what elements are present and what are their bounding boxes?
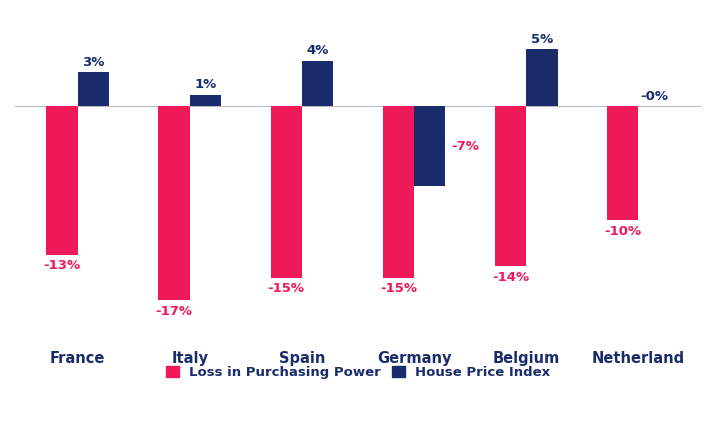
Text: -15%: -15% bbox=[380, 282, 417, 295]
Bar bbox=[414, 106, 445, 186]
Text: 3%: 3% bbox=[82, 56, 105, 68]
Text: 4%: 4% bbox=[306, 44, 329, 57]
Bar bbox=[382, 106, 414, 277]
Bar bbox=[302, 61, 334, 106]
Bar bbox=[158, 106, 190, 300]
Bar bbox=[77, 72, 109, 106]
Text: 5%: 5% bbox=[531, 33, 553, 46]
Text: -7%: -7% bbox=[451, 140, 479, 153]
Text: 1%: 1% bbox=[194, 78, 216, 92]
Text: -13%: -13% bbox=[44, 259, 80, 272]
Text: -10%: -10% bbox=[604, 225, 642, 238]
Bar bbox=[190, 95, 221, 106]
Bar bbox=[495, 106, 526, 266]
Text: -0%: -0% bbox=[640, 90, 668, 103]
Bar bbox=[526, 49, 558, 106]
Bar bbox=[607, 106, 639, 220]
Bar bbox=[46, 106, 77, 255]
Text: -14%: -14% bbox=[492, 270, 529, 284]
Text: -15%: -15% bbox=[268, 282, 305, 295]
Legend: Loss in Purchasing Power, House Price Index: Loss in Purchasing Power, House Price In… bbox=[159, 359, 557, 386]
Bar bbox=[271, 106, 302, 277]
Text: -17%: -17% bbox=[155, 305, 193, 318]
